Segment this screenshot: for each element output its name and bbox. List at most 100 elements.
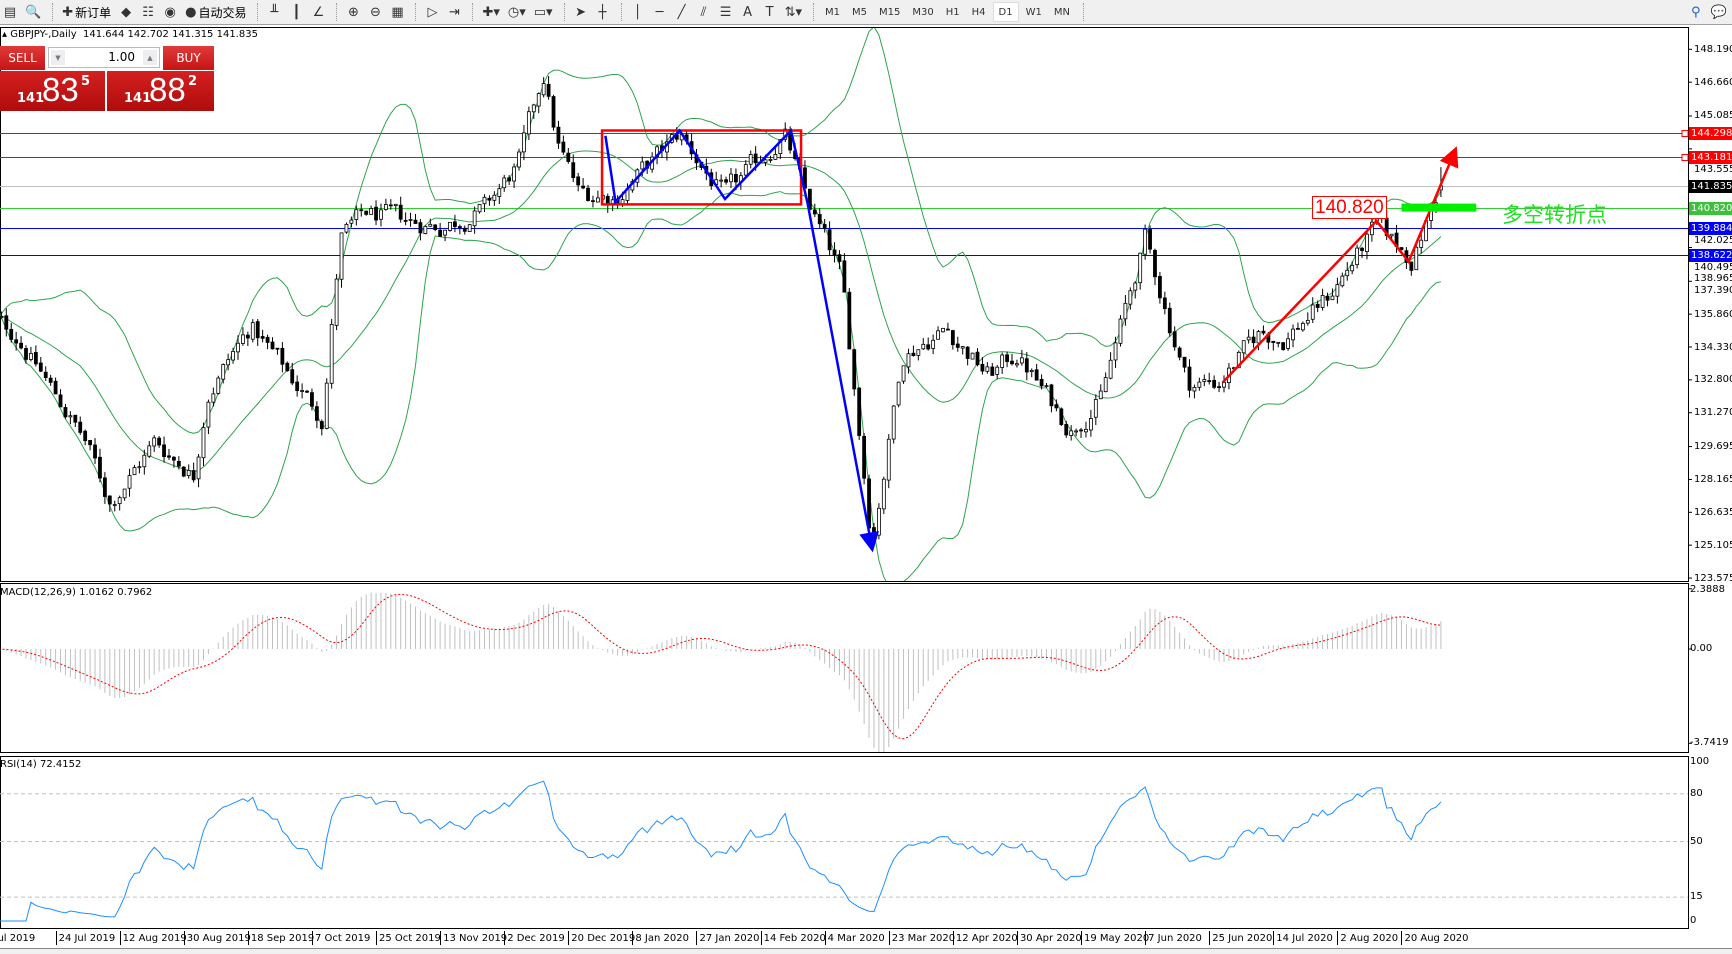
crosshair-icon[interactable]: ┼ [593, 2, 613, 22]
candle [1123, 295, 1128, 326]
candle-body [576, 176, 581, 186]
text-label-icon[interactable]: T [760, 2, 780, 22]
candle [38, 356, 43, 373]
candle [1310, 297, 1315, 324]
candle [901, 365, 906, 384]
buy-button[interactable]: BUY [163, 46, 214, 70]
candle [413, 213, 418, 225]
zoom-out-icon[interactable]: ⊖ [365, 2, 385, 22]
zoom-in-icon[interactable]: ⊕ [343, 2, 363, 22]
toolbar-separator [1082, 3, 1084, 21]
candle-body [1024, 358, 1029, 373]
collapse-triangle-icon[interactable]: ▴ [2, 29, 8, 40]
bar-chart-icon[interactable]: ╨ [264, 2, 284, 22]
reversal-point-label: 多空转折点 [1502, 203, 1607, 227]
profiles-icon[interactable]: 🔍 [22, 2, 44, 22]
periods-dropdown-icon[interactable]: ◷▾ [505, 2, 529, 22]
candle [314, 401, 319, 429]
indicators-dropdown-icon[interactable]: ✚▾ [479, 2, 502, 22]
new-chart-icon[interactable]: ▤ [0, 2, 20, 22]
candle-body [88, 440, 92, 446]
candle [43, 366, 48, 382]
candle [63, 403, 68, 419]
metaeditor-icon: ◆ [121, 4, 132, 20]
candle [1000, 352, 1005, 374]
terminal-icon[interactable]: ☷ [138, 2, 158, 22]
candle-body [403, 219, 408, 222]
lot-decrease-icon[interactable]: ▼ [51, 50, 65, 65]
candle [300, 383, 304, 399]
new-order-button[interactable]: ✚ 新订单 [59, 2, 114, 22]
candle-body [965, 346, 970, 359]
candle [428, 218, 433, 227]
candle-body [53, 380, 58, 395]
candle [960, 346, 965, 355]
candle-body [1246, 336, 1251, 341]
candle-body [38, 362, 43, 372]
buy-price-button[interactable]: 141 88 2 [107, 71, 214, 111]
candle-body [743, 164, 748, 176]
trendline-icon[interactable]: ╱ [672, 2, 692, 22]
candle-body [980, 363, 985, 372]
candle-body [1064, 424, 1069, 436]
lot-size-input[interactable]: ▼ 1.00 ▲ [48, 47, 160, 68]
price-axis-label: 125.105 [1694, 539, 1732, 551]
lot-value[interactable]: 1.00 [108, 50, 135, 64]
templates-dropdown-icon[interactable]: ▭▾ [531, 2, 556, 22]
candle-body [1330, 295, 1335, 301]
candle-body [719, 179, 724, 182]
equidistant-channel-icon[interactable]: ⫽ [694, 2, 714, 22]
timeframe-m15-button[interactable]: M15 [879, 6, 901, 18]
lot-increase-icon[interactable]: ▲ [143, 50, 157, 65]
horizontal-line-icon: ─ [655, 4, 664, 20]
fibonacci-icon[interactable]: ☰ [716, 2, 736, 22]
tile-windows-icon[interactable]: ▦ [387, 2, 407, 22]
metaeditor-icon[interactable]: ◆ [116, 2, 136, 22]
candle [1108, 352, 1113, 380]
candle-body [428, 223, 433, 227]
search-icon[interactable]: ⚲ [1691, 4, 1701, 20]
candle-body [122, 488, 127, 499]
vertical-line-icon[interactable]: │ [628, 2, 648, 22]
timeframe-w1-button[interactable]: W1 [1025, 6, 1042, 18]
signals-icon[interactable]: ◉ [160, 2, 180, 22]
timeframe-mn-button[interactable]: MN [1053, 6, 1070, 18]
horizontal-line-icon[interactable]: ─ [650, 2, 670, 22]
timeframe-m5-button[interactable]: M5 [852, 6, 867, 18]
timeframe-h1-button[interactable]: H1 [945, 6, 960, 18]
candle-body [1202, 379, 1207, 382]
candle [536, 92, 541, 114]
candle [812, 203, 817, 218]
cursor-icon[interactable]: ➤ [571, 2, 591, 22]
autoscroll-icon[interactable]: ▷ [422, 2, 442, 22]
candle [162, 436, 166, 463]
sell-button[interactable]: SELL [0, 46, 45, 70]
timeframe-m1-button[interactable]: M1 [825, 6, 840, 18]
timeframe-h4-button[interactable]: H4 [971, 6, 986, 18]
candlestick-icon[interactable]: ┃ [286, 2, 306, 22]
candle-body [896, 381, 901, 406]
timeframe-m30-button[interactable]: M30 [912, 6, 934, 18]
candle [1315, 300, 1320, 313]
buy-price-big: 88 [149, 71, 186, 108]
candle [236, 335, 240, 360]
candle [817, 208, 822, 229]
chart-shift-icon[interactable]: ⇥ [444, 2, 464, 22]
bollinger-bands [0, 28, 1442, 581]
candle-body [1335, 284, 1340, 297]
candle-body [872, 527, 876, 536]
text-icon[interactable]: A [738, 2, 758, 22]
candle-body [305, 390, 309, 393]
sell-price-button[interactable]: 141 83 5 [0, 71, 105, 111]
line-chart-icon[interactable]: ∠ [308, 2, 328, 22]
candle [408, 212, 413, 227]
auto-trading-button[interactable]: ● 自动交易 [182, 2, 249, 22]
candle [842, 253, 847, 293]
candle-body [172, 456, 176, 461]
timeframe-d1-button[interactable]: D1 [992, 2, 1019, 22]
chat-icon[interactable]: 💬 [1710, 4, 1727, 20]
arrows-dropdown-icon[interactable]: ⇅▾ [782, 2, 805, 22]
toolbar-separator [336, 3, 338, 21]
candle-body [388, 204, 393, 207]
